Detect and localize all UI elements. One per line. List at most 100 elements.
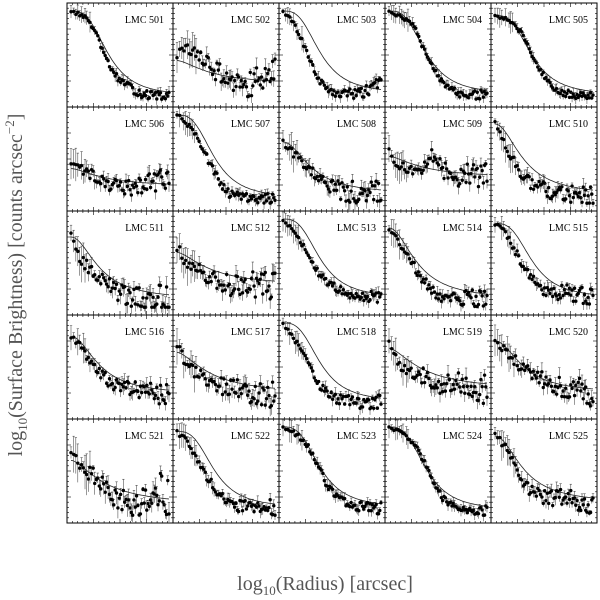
data-point: [581, 185, 585, 189]
data-point: [258, 277, 263, 281]
data-point: [502, 227, 506, 231]
data-point: [195, 269, 200, 273]
data-point: [148, 381, 153, 386]
data-point: [288, 224, 292, 228]
data-point: [104, 282, 109, 286]
data-point: [538, 283, 543, 288]
data-point: [209, 67, 213, 71]
data-point: [136, 93, 140, 98]
data-point: [558, 187, 563, 192]
data-point: [202, 372, 206, 376]
data-point: [517, 253, 521, 258]
data-point: [558, 91, 563, 96]
data-point: [586, 295, 590, 300]
data-point: [150, 305, 154, 309]
data-point: [185, 43, 190, 47]
panel-label: LMC 504: [443, 15, 482, 26]
data-point: [476, 302, 481, 307]
data-point: [160, 393, 164, 397]
data-point: [145, 187, 149, 192]
data-point: [163, 305, 168, 309]
data-point: [261, 292, 265, 296]
data-point: [269, 404, 274, 408]
data-point: [436, 163, 441, 167]
data-point: [242, 82, 246, 87]
data-point: [137, 88, 141, 92]
data-point: [103, 53, 107, 58]
data-point: [565, 91, 569, 96]
data-point: [564, 197, 568, 201]
data-point: [177, 345, 182, 349]
data-point: [402, 167, 407, 172]
data-point: [150, 388, 154, 392]
data-point: [215, 61, 219, 65]
panel: LMC 512: [172, 210, 280, 316]
data-point: [145, 89, 149, 93]
data-point: [415, 32, 419, 36]
data-point: [180, 117, 184, 121]
panel: LMC 506: [66, 106, 174, 212]
data-point: [270, 192, 275, 196]
data-point: [226, 81, 230, 85]
data-point: [418, 168, 422, 172]
data-point: [143, 93, 148, 98]
data-point: [220, 392, 225, 397]
panel-label: LMC 508: [337, 119, 376, 130]
data-point: [107, 277, 112, 281]
data-point: [319, 177, 324, 181]
data-point: [190, 261, 195, 266]
panel-label: LMC 506: [125, 119, 164, 130]
data-point: [301, 242, 306, 247]
panel-label: LMC 512: [231, 223, 270, 234]
data-point: [127, 178, 131, 183]
data-point: [484, 162, 488, 166]
data-point: [565, 283, 569, 287]
data-point: [415, 273, 419, 278]
data-point: [132, 287, 136, 292]
data-point: [438, 292, 442, 296]
data-point: [122, 192, 127, 196]
data-point: [505, 149, 509, 154]
data-point: [537, 179, 541, 184]
data-point: [475, 90, 479, 94]
data-point: [445, 167, 449, 171]
data-point: [238, 192, 242, 196]
data-point: [267, 284, 271, 288]
data-point: [69, 162, 73, 166]
panel: LMC 517: [172, 314, 280, 420]
data-point: [257, 281, 261, 286]
data-point: [79, 13, 84, 17]
data-point: [473, 89, 477, 93]
data-point: [202, 270, 206, 274]
data-point: [206, 383, 210, 387]
data-point: [248, 194, 252, 198]
data-point: [264, 396, 269, 401]
data-point: [110, 381, 115, 386]
data-point: [482, 89, 487, 94]
data-point: [340, 181, 344, 185]
data-point: [341, 185, 346, 189]
data-point: [421, 277, 425, 281]
data-point: [157, 402, 161, 406]
panel: LMC 513: [278, 210, 386, 316]
data-point: [117, 183, 121, 188]
data-point: [421, 168, 425, 173]
data-point: [362, 298, 366, 303]
data-point: [247, 94, 251, 98]
model-curve: [283, 218, 382, 295]
data-point: [515, 249, 519, 253]
data-point: [493, 223, 497, 227]
data-point: [94, 31, 98, 35]
data-point: [452, 86, 457, 90]
data-point: [222, 377, 226, 381]
data-point: [235, 274, 240, 279]
model-curve: [70, 168, 170, 185]
data-point: [541, 292, 545, 297]
data-point: [564, 291, 568, 296]
data-point: [339, 197, 343, 201]
data-point: [360, 291, 365, 295]
data-point: [495, 127, 500, 131]
data-point: [254, 66, 259, 70]
data-point: [576, 291, 581, 296]
data-point: [175, 248, 179, 253]
